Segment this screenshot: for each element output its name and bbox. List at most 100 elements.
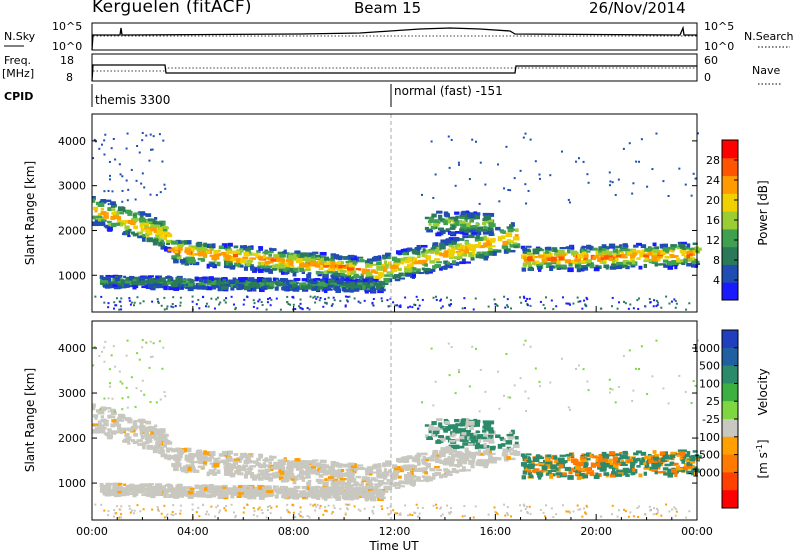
velocity-scatter-cell [422, 455, 426, 460]
power-scatter-cell [565, 302, 568, 305]
velocity-scatter-cell [552, 473, 556, 477]
velocity-scatter-cell [416, 515, 419, 518]
power-scatter-cell [303, 282, 307, 286]
power-scatter-cell [359, 301, 362, 304]
power-scatter-cell [312, 253, 317, 256]
velocity-scatter-cell [616, 469, 624, 474]
power-scatter-cell [582, 254, 589, 259]
power-scatter-cell [126, 210, 133, 215]
power-scatter-cell [443, 222, 448, 226]
power-scatter-cell [150, 148, 153, 151]
power-scatter-cell [636, 299, 639, 302]
velocity-scatter-cell [318, 474, 324, 478]
power-scatter-cell [148, 278, 153, 283]
power-scatter-cell [140, 277, 145, 282]
power-scatter-cell [444, 213, 450, 218]
power-scatter-cell [652, 305, 655, 308]
power-scatter-cell [243, 298, 246, 301]
velocity-scatter-cell [256, 515, 259, 518]
velocity-scatter-cell [567, 475, 574, 480]
velocity-scatter-cell [454, 429, 460, 434]
power-scatter-cell [203, 242, 208, 248]
power-scatter-cell [507, 228, 514, 233]
power-scatter-cell [568, 263, 573, 267]
power-scatter-cell [261, 304, 264, 307]
power-scatter-cell [117, 216, 122, 221]
velocity-scatter-cell [269, 512, 272, 515]
velocity-scatter-cell [301, 463, 307, 469]
power-scatter-cell [345, 284, 352, 288]
power-scatter-cell [157, 300, 160, 303]
velocity-scatter-cell [545, 459, 551, 464]
velocity-scatter-cell [426, 437, 433, 441]
power-scatter-cell [275, 258, 281, 261]
power-scatter-cell [538, 177, 541, 180]
velocity-scatter-cell [620, 459, 625, 463]
power-scatter-cell [128, 275, 134, 281]
velocity-scatter-cell [271, 475, 277, 479]
velocity-scatter-cell [246, 503, 249, 506]
power-scatter-cell [163, 236, 168, 241]
power-scatter-cell [577, 300, 580, 303]
velocity-scatter-cell [207, 513, 210, 516]
velocity-scatter-cell [567, 406, 570, 409]
velocity-scatter-cell [519, 377, 522, 380]
velocity-scatter-cell [449, 439, 456, 443]
velocity-scatter-cell [448, 457, 456, 462]
velocity-scatter-cell [636, 465, 641, 468]
power-scatter-cell [230, 295, 233, 298]
power-scatter-cell [324, 298, 327, 301]
velocity-scatter-cell [637, 515, 640, 518]
velocity-scatter-cell [461, 466, 466, 470]
velocity-scatter-cell [344, 472, 351, 475]
velocity-scatter-cell [277, 474, 282, 479]
velocity-scatter-cell [202, 461, 208, 465]
power-scatter-cell [569, 245, 573, 249]
power-scatter-cell [280, 261, 285, 265]
power-scatter-cell [225, 255, 232, 259]
velocity-scatter-cell [433, 432, 438, 437]
power-scatter-cell [279, 308, 282, 311]
power-scatter-cell [526, 297, 529, 300]
power-scatter-cell [640, 244, 647, 249]
velocity-scatter-cell [683, 466, 688, 471]
freq-tick-bottom: 8 [66, 71, 73, 84]
power-scatter-cell [245, 247, 250, 253]
nsky-panel: N.Sky 10^5 10^0 10^5 10^0 N.Search [4, 20, 794, 53]
power-scatter-cell [344, 274, 352, 279]
velocity-scatter-cell [665, 503, 668, 506]
power-scatter-cell [162, 227, 168, 232]
velocity-scatter-cell [524, 339, 527, 342]
power-scatter-cell [145, 213, 152, 217]
velocity-scatter-cell [432, 430, 440, 435]
velocity-scatter-cell [627, 515, 630, 518]
power-scatter-cell [462, 232, 469, 236]
power-scatter-cell [279, 258, 286, 263]
power-scatter-cell [100, 295, 103, 298]
power-scatter-cell [469, 229, 476, 233]
velocity-scatter-cell [631, 399, 634, 402]
velocity-scatter-cell [528, 474, 534, 479]
velocity-scatter-cell [676, 454, 684, 457]
velocity-scatter-cell [226, 468, 233, 473]
power-scatter-cell [316, 256, 320, 260]
power-scatter-cell [502, 240, 509, 246]
power-scatter-cell [488, 222, 495, 227]
freq-tick-top: 18 [60, 54, 74, 67]
power-scatter-cell [608, 251, 613, 256]
velocity-scatter-cell [612, 465, 619, 469]
power-scatter-cell [150, 226, 157, 231]
power-scatter-cell [455, 250, 462, 254]
velocity-scatter-cell [488, 429, 495, 434]
velocity-scatter-cell [210, 505, 213, 508]
power-scatter-cell [141, 237, 146, 242]
velocity-scatter-cell [124, 437, 129, 443]
nsky-tick-top: 10^5 [52, 20, 82, 33]
velocity-scatter-cell [308, 516, 311, 519]
power-scatter-cell [189, 259, 196, 264]
velocity-scatter-cell [670, 508, 673, 511]
power-scatter-cell [537, 255, 545, 258]
velocity-scatter-cell [568, 510, 571, 513]
velocity-scatter-cell [528, 505, 531, 508]
velocity-scatter-cell [648, 505, 651, 508]
